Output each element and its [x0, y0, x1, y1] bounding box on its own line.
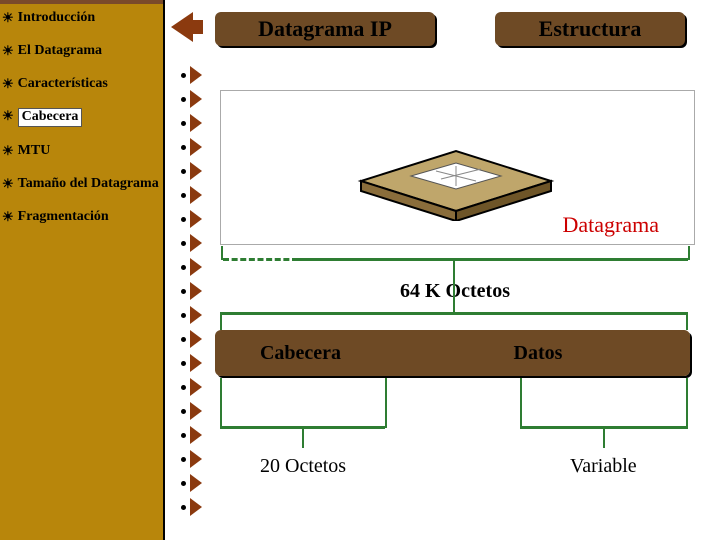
bullet-row [181, 495, 202, 519]
bullet-icon: ☀ [2, 144, 14, 157]
sidebar: ☀ Introducción ☀ El Datagrama ☀ Característic… [0, 0, 165, 540]
sidebar-item-0[interactable]: ☀ Introducción [0, 4, 163, 33]
bullet-icon: ☀ [2, 210, 14, 223]
footer-header-size: 20 Octetos [260, 455, 346, 478]
bracket-tick-r [688, 246, 690, 260]
footer-data-size: Variable [570, 455, 637, 478]
bullet-icon: ☀ [2, 109, 14, 122]
sidebar-item-label: Introducción [18, 10, 96, 27]
sidebar-item-label: Características [18, 76, 108, 93]
sidebar-item-label: El Datagrama [18, 43, 102, 60]
bullet-row [181, 423, 202, 447]
sidebar-item-label: Cabecera [18, 108, 83, 127]
mid-tick-c [453, 260, 455, 312]
sidebar-item-label: Tamaño del Datagrama [18, 176, 159, 193]
sidebar-item-1[interactable]: ☀ El Datagrama [0, 37, 163, 66]
mid-tick-l [220, 312, 222, 330]
bullet-row [181, 471, 202, 495]
diagram-panel: Datagrama [220, 90, 695, 245]
bullet-row [181, 375, 202, 399]
bullet-icon: ☀ [2, 177, 14, 190]
bullet-icon: ☀ [2, 11, 14, 24]
sidebar-inner: ☀ Introducción ☀ El Datagrama ☀ Característic… [0, 4, 163, 540]
segment-data: Datos [386, 330, 690, 376]
bullet-row [181, 279, 202, 303]
bullet-row [181, 111, 202, 135]
mid-tick-r [686, 312, 688, 330]
bullet-row [181, 135, 202, 159]
bullet-row [181, 255, 202, 279]
bullet-row [181, 447, 202, 471]
bracket-line-mid [220, 312, 688, 315]
sidebar-item-5[interactable]: ☀ Tamaño del Datagrama [0, 170, 163, 199]
foot-tick-1 [220, 378, 222, 428]
title-right: Estructura [495, 12, 685, 46]
main-area: Datagrama IP Estructura Datagrama 64 K O… [165, 0, 720, 540]
bullet-column [181, 63, 202, 519]
bullet-icon: ☀ [2, 44, 14, 57]
bullet-row [181, 183, 202, 207]
foot-tick-3 [520, 378, 522, 428]
bullet-row [181, 327, 202, 351]
bullet-row [181, 63, 202, 87]
foot-drop-l [302, 426, 304, 448]
foot-drop-r [603, 426, 605, 448]
bullet-row [181, 159, 202, 183]
segment-header: Cabecera [215, 330, 386, 376]
sidebar-item-4[interactable]: ☀ MTU [0, 137, 163, 166]
sidebar-item-3[interactable]: ☀ Cabecera [0, 102, 163, 133]
bullet-row [181, 303, 202, 327]
datagram-3d-icon [341, 121, 571, 221]
title-left: Datagrama IP [215, 12, 435, 46]
datagram-label: Datagrama [563, 212, 660, 238]
bullet-row [181, 207, 202, 231]
bullet-row [181, 87, 202, 111]
foot-tick-2 [385, 378, 387, 428]
sidebar-item-label: MTU [18, 143, 51, 160]
bullet-icon: ☀ [2, 77, 14, 90]
bracket-tick-l [221, 246, 223, 260]
back-arrow-icon [171, 8, 203, 46]
sidebar-item-label: Fragmentación [18, 209, 109, 226]
sidebar-item-2[interactable]: ☀ Características [0, 70, 163, 99]
bracket-left-dash [223, 258, 298, 261]
bullet-row [181, 231, 202, 255]
foot-tick-4 [686, 378, 688, 428]
sidebar-item-6[interactable]: ☀ Fragmentación [0, 203, 163, 232]
bullet-row [181, 399, 202, 423]
bullet-row [181, 351, 202, 375]
bracket-line-top [298, 258, 688, 261]
arrow-column [165, 8, 205, 528]
segment-bar: Cabecera Datos [215, 330, 690, 376]
